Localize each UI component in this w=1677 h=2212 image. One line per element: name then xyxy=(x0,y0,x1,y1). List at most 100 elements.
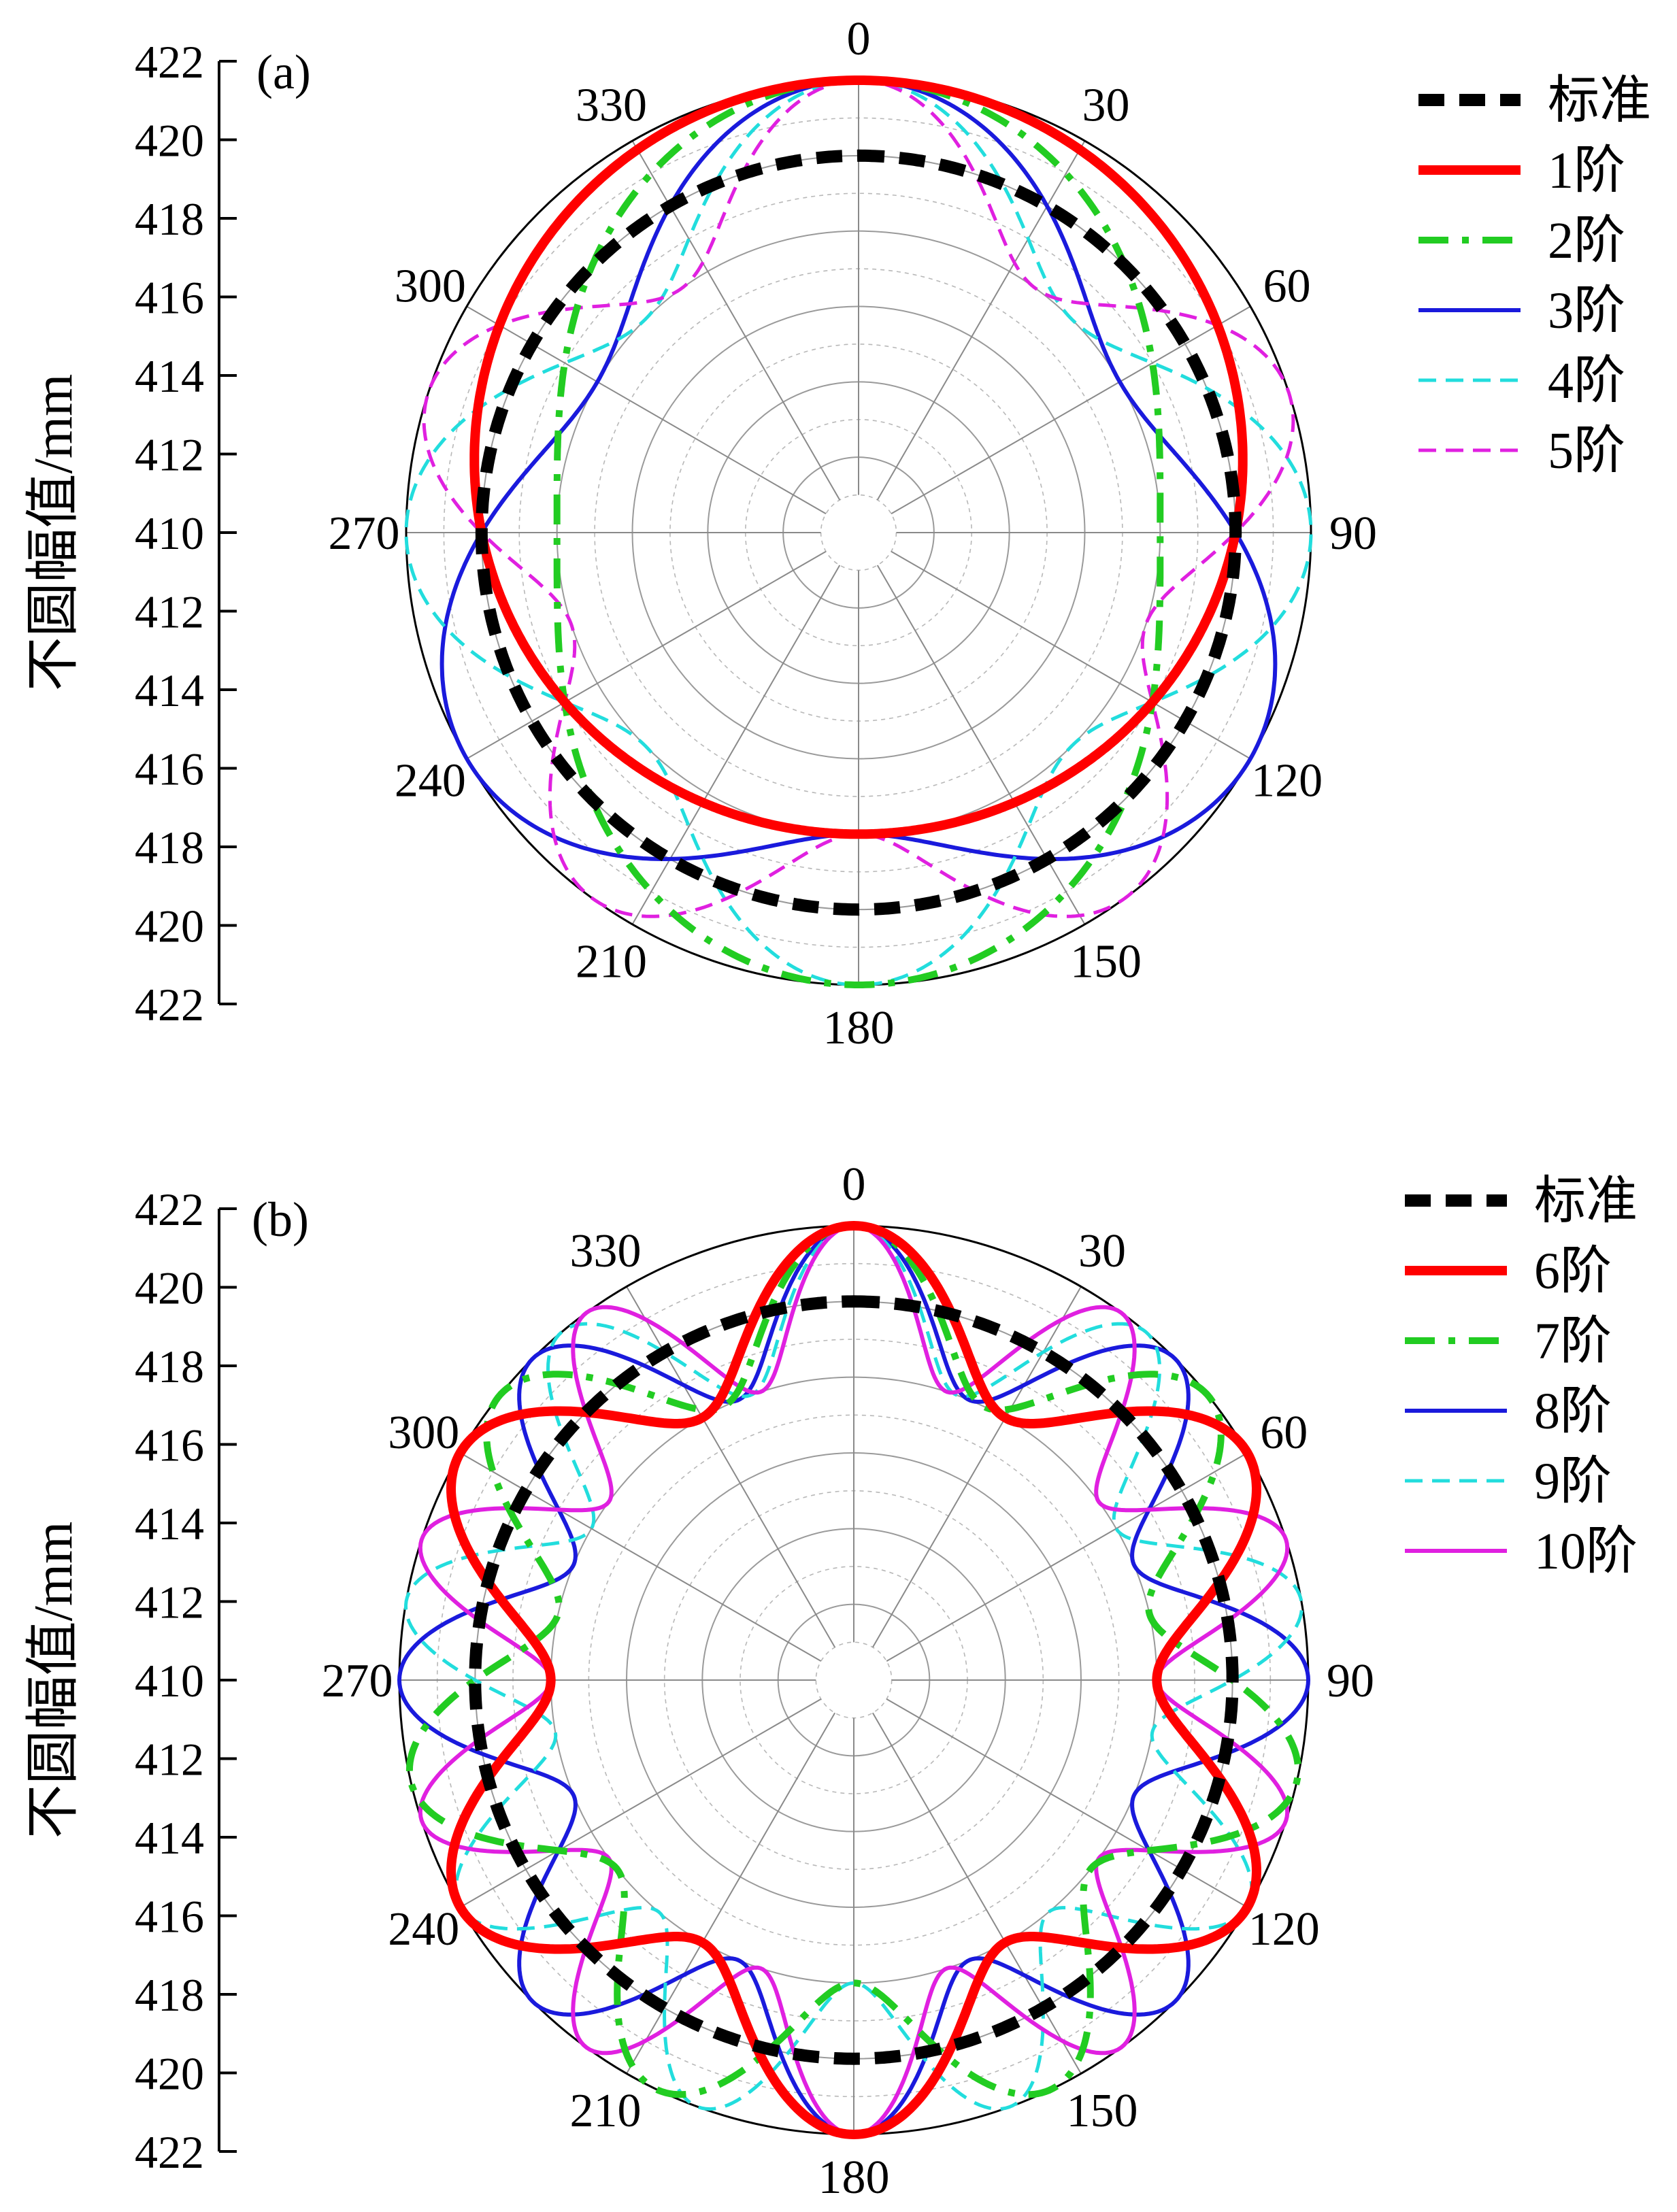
legend-label: 6阶 xyxy=(1534,1243,1612,1300)
legend-label: 5阶 xyxy=(1548,422,1625,480)
radial-axis-tick-label: 422 xyxy=(135,36,204,88)
angle-tick-label: 330 xyxy=(570,1225,642,1277)
angle-tick-label: 120 xyxy=(1248,1903,1320,1956)
radial-axis-tick-label: 422 xyxy=(135,2126,204,2178)
legend-label: 4阶 xyxy=(1548,352,1625,409)
angle-tick-label: 180 xyxy=(823,1002,895,1054)
radial-axis-tick-label: 416 xyxy=(135,272,204,324)
radial-axis-tick-label: 422 xyxy=(135,979,204,1030)
angle-tick-label: 60 xyxy=(1260,1407,1308,1459)
legend-label: 7阶 xyxy=(1534,1313,1612,1370)
grid-spoke xyxy=(626,1286,836,1648)
grid-spoke xyxy=(466,305,827,515)
radial-axis: 422 420 418 416 414 412 410 412 414 416 418 420 422 xyxy=(135,1184,237,2178)
radial-axis-tick-label: 412 xyxy=(135,1577,204,1628)
angle-tick-label: 180 xyxy=(818,2151,890,2204)
legend-label: 标准 xyxy=(1548,72,1651,129)
legend-label: 10阶 xyxy=(1534,1523,1638,1580)
series-line-6阶 xyxy=(446,1221,1261,2139)
radial-axis-tick-label: 420 xyxy=(135,2048,204,2100)
angle-tick-label: 210 xyxy=(576,936,647,988)
radial-axis-tick-label: 412 xyxy=(135,1734,204,1786)
series-line-标准 xyxy=(469,1295,1239,2065)
angle-tick-label: 300 xyxy=(395,261,466,313)
angle-tick-label: 330 xyxy=(576,79,647,131)
series-line-2阶 xyxy=(553,77,1164,988)
grid-spoke xyxy=(626,1712,836,2075)
grid-spoke xyxy=(876,565,1086,925)
angle-tick-label: 240 xyxy=(388,1903,459,1956)
radial-axis-tick-label: 410 xyxy=(135,1655,204,1707)
radial-axis-tick-label: 418 xyxy=(135,1969,204,2021)
grid-ring xyxy=(815,1641,893,1719)
grid-spoke xyxy=(459,1698,822,1908)
angle-tick-label: 270 xyxy=(329,507,400,560)
legend-label: 2阶 xyxy=(1548,212,1625,269)
legend-label: 9阶 xyxy=(1534,1453,1612,1510)
radial-axis-tick-label: 418 xyxy=(135,193,204,245)
legend-label: 1阶 xyxy=(1548,142,1625,199)
grid-ring xyxy=(820,494,897,571)
radial-axis-tick-label: 416 xyxy=(135,1891,204,1943)
angle-tick-label: 210 xyxy=(570,2085,642,2137)
grid-spoke xyxy=(631,140,841,501)
legend-label: 8阶 xyxy=(1534,1383,1612,1440)
angle-tick-label: 0 xyxy=(842,1158,866,1211)
radial-axis-tick-label: 420 xyxy=(135,115,204,167)
angle-tick-label: 270 xyxy=(322,1655,393,1707)
angle-tick-label: 30 xyxy=(1078,1225,1126,1277)
angle-tick-label: 150 xyxy=(1070,936,1142,988)
legend: 标准 1阶 2阶 3阶 4阶 5阶 xyxy=(1418,72,1651,480)
y-axis-label: 不圆幅值/mm xyxy=(24,374,84,692)
angle-tick-label: 60 xyxy=(1263,261,1311,313)
radial-axis-tick-label: 410 xyxy=(135,507,204,559)
radial-axis-tick-label: 414 xyxy=(135,1812,204,1864)
grid-spoke xyxy=(891,305,1251,515)
radial-axis-tick-label: 418 xyxy=(135,1341,204,1392)
radial-axis-tick-label: 414 xyxy=(135,665,204,716)
polar-panel-a: 0 30 60 90 120 150 180 210 240 270 300 330 422 420 418… xyxy=(24,13,1651,1054)
angle-tick-label: 150 xyxy=(1067,2085,1138,2137)
radial-axis-tick-label: 414 xyxy=(135,1498,204,1549)
angle-tick-label: 120 xyxy=(1251,755,1323,807)
angle-tick-label: 240 xyxy=(395,755,466,807)
angle-tick-label: 90 xyxy=(1327,1655,1374,1707)
radial-axis-tick-label: 414 xyxy=(135,350,204,402)
series-line-标准 xyxy=(475,149,1242,916)
polar-panel-b: 0 30 60 90 120 150 180 210 240 270 300 330 422 420 418… xyxy=(24,1158,1638,2204)
y-axis-label: 不圆幅值/mm xyxy=(24,1522,84,1839)
radial-axis-tick-label: 420 xyxy=(135,901,204,952)
angle-tick-label: 0 xyxy=(847,13,871,65)
radial-axis-tick-label: 422 xyxy=(135,1184,204,1235)
series-group xyxy=(404,76,1313,988)
grid-spoke xyxy=(876,140,1086,501)
series-line-1阶 xyxy=(469,76,1248,839)
radial-axis-tick-label: 418 xyxy=(135,822,204,873)
grid-spoke xyxy=(631,565,841,925)
grid-spoke xyxy=(891,550,1251,760)
radial-axis-tick-label: 412 xyxy=(135,586,204,638)
angle-tick-label: 30 xyxy=(1082,79,1130,131)
polar-grid xyxy=(399,1226,1308,2134)
grid-spoke xyxy=(871,1286,1082,1648)
polar-grid xyxy=(406,80,1311,985)
radial-axis-tick-label: 420 xyxy=(135,1262,204,1314)
grid-spoke xyxy=(886,1698,1248,1908)
grid-spoke xyxy=(466,550,827,760)
legend-label: 标准 xyxy=(1534,1173,1638,1230)
grid-spoke xyxy=(459,1452,822,1662)
radial-axis-tick-label: 416 xyxy=(135,1420,204,1471)
series-group xyxy=(397,1221,1310,2139)
radial-axis-tick-label: 416 xyxy=(135,743,204,795)
radial-axis-tick-label: 412 xyxy=(135,429,204,481)
grid-spoke xyxy=(886,1452,1248,1662)
legend: 标准 6阶 7阶 8阶 9阶 10阶 xyxy=(1405,1173,1638,1580)
angle-tick-label: 90 xyxy=(1329,507,1377,560)
legend-label: 3阶 xyxy=(1548,282,1625,339)
grid-spoke xyxy=(871,1712,1082,2075)
panel-label: (b) xyxy=(252,1192,309,1247)
radial-axis: 422 420 418 416 414 412 410 412 414 416 418 420 422 xyxy=(135,36,237,1030)
angle-tick-label: 300 xyxy=(388,1407,459,1459)
panel-label: (a) xyxy=(256,45,311,99)
